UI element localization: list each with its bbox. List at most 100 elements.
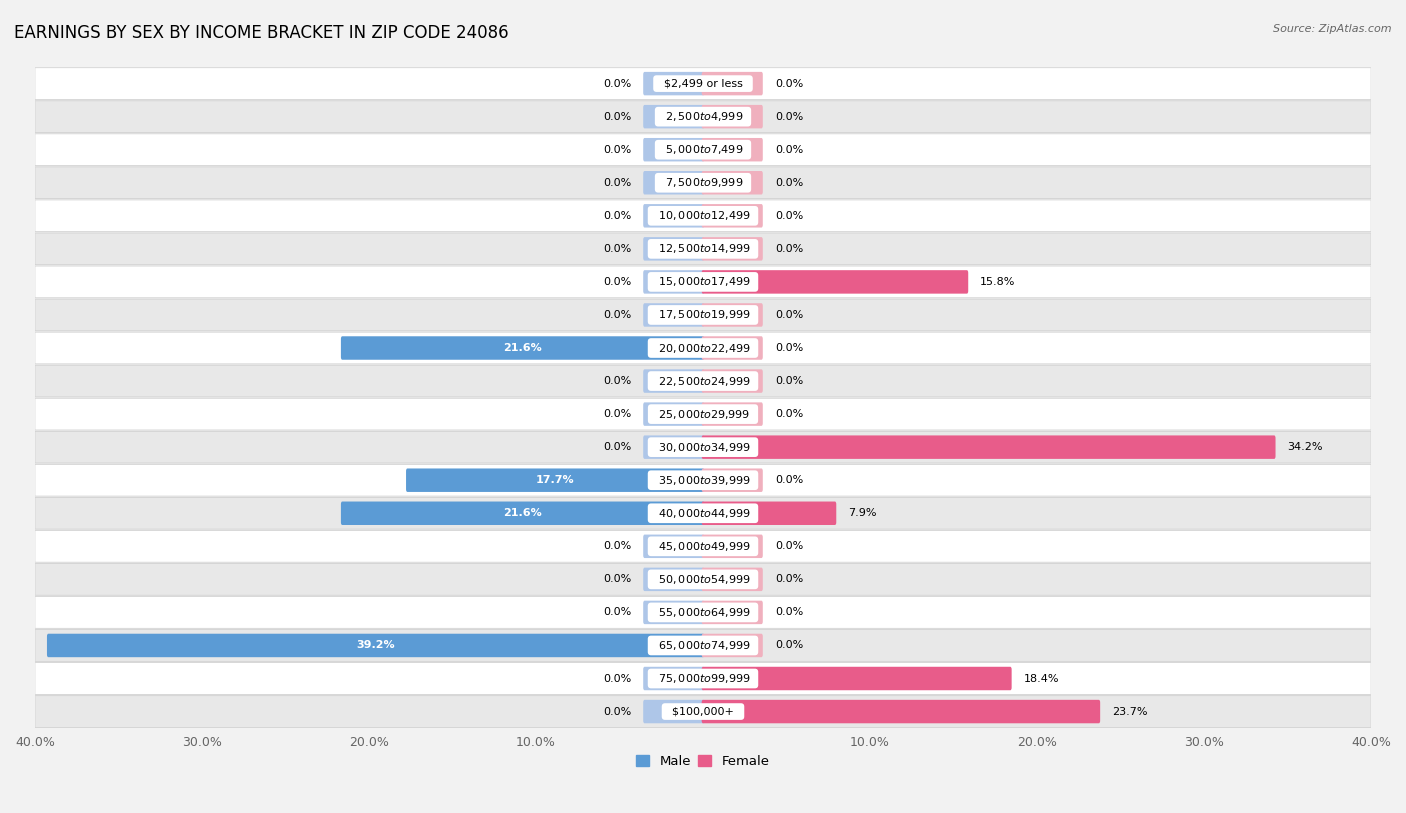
Text: $65,000 to $74,999: $65,000 to $74,999: [651, 639, 755, 652]
FancyBboxPatch shape: [35, 629, 1371, 661]
FancyBboxPatch shape: [35, 134, 1371, 166]
Text: 34.2%: 34.2%: [1288, 442, 1323, 452]
Text: $20,000 to $22,499: $20,000 to $22,499: [651, 341, 755, 354]
FancyBboxPatch shape: [702, 402, 763, 426]
Text: $35,000 to $39,999: $35,000 to $39,999: [651, 474, 755, 487]
FancyBboxPatch shape: [702, 369, 763, 393]
Text: 0.0%: 0.0%: [775, 244, 803, 254]
FancyBboxPatch shape: [35, 233, 1371, 265]
Legend: Male, Female: Male, Female: [636, 755, 770, 768]
FancyBboxPatch shape: [35, 101, 1371, 133]
FancyBboxPatch shape: [35, 299, 1371, 331]
Text: $50,000 to $54,999: $50,000 to $54,999: [651, 573, 755, 586]
FancyBboxPatch shape: [702, 502, 837, 525]
Text: $17,500 to $19,999: $17,500 to $19,999: [651, 308, 755, 321]
Text: 0.0%: 0.0%: [775, 476, 803, 485]
Text: EARNINGS BY SEX BY INCOME BRACKET IN ZIP CODE 24086: EARNINGS BY SEX BY INCOME BRACKET IN ZIP…: [14, 24, 509, 42]
Text: 0.0%: 0.0%: [603, 277, 631, 287]
FancyBboxPatch shape: [643, 667, 704, 690]
Text: 0.0%: 0.0%: [603, 244, 631, 254]
FancyBboxPatch shape: [35, 563, 1371, 595]
Text: 0.0%: 0.0%: [603, 111, 631, 122]
Text: 0.0%: 0.0%: [603, 178, 631, 188]
Text: 0.0%: 0.0%: [775, 211, 803, 221]
Text: 0.0%: 0.0%: [775, 607, 803, 617]
FancyBboxPatch shape: [643, 369, 704, 393]
FancyBboxPatch shape: [340, 337, 704, 359]
FancyBboxPatch shape: [35, 167, 1371, 198]
Text: 0.0%: 0.0%: [775, 574, 803, 585]
FancyBboxPatch shape: [702, 700, 1099, 724]
Text: 0.0%: 0.0%: [603, 673, 631, 684]
FancyBboxPatch shape: [35, 333, 1371, 364]
Text: $15,000 to $17,499: $15,000 to $17,499: [651, 276, 755, 289]
FancyBboxPatch shape: [702, 303, 763, 327]
Text: 0.0%: 0.0%: [775, 178, 803, 188]
Text: 0.0%: 0.0%: [603, 211, 631, 221]
Text: 0.0%: 0.0%: [603, 145, 631, 154]
Text: 15.8%: 15.8%: [980, 277, 1015, 287]
FancyBboxPatch shape: [340, 502, 704, 525]
FancyBboxPatch shape: [702, 237, 763, 261]
Text: 18.4%: 18.4%: [1024, 673, 1059, 684]
Text: 0.0%: 0.0%: [603, 409, 631, 420]
FancyBboxPatch shape: [35, 200, 1371, 232]
Text: 0.0%: 0.0%: [775, 310, 803, 320]
Text: Source: ZipAtlas.com: Source: ZipAtlas.com: [1274, 24, 1392, 34]
Text: $30,000 to $34,999: $30,000 to $34,999: [651, 441, 755, 454]
FancyBboxPatch shape: [643, 303, 704, 327]
Text: $12,500 to $14,999: $12,500 to $14,999: [651, 242, 755, 255]
FancyBboxPatch shape: [35, 498, 1371, 529]
FancyBboxPatch shape: [702, 601, 763, 624]
FancyBboxPatch shape: [702, 667, 1012, 690]
FancyBboxPatch shape: [35, 530, 1371, 562]
Text: $45,000 to $49,999: $45,000 to $49,999: [651, 540, 755, 553]
FancyBboxPatch shape: [643, 237, 704, 261]
FancyBboxPatch shape: [702, 567, 763, 591]
FancyBboxPatch shape: [406, 468, 704, 492]
FancyBboxPatch shape: [702, 337, 763, 359]
FancyBboxPatch shape: [643, 700, 704, 724]
FancyBboxPatch shape: [35, 464, 1371, 496]
Text: $5,000 to $7,499: $5,000 to $7,499: [658, 143, 748, 156]
Text: 0.0%: 0.0%: [603, 442, 631, 452]
FancyBboxPatch shape: [702, 105, 763, 128]
Text: 0.0%: 0.0%: [775, 343, 803, 353]
Text: $25,000 to $29,999: $25,000 to $29,999: [651, 407, 755, 420]
FancyBboxPatch shape: [702, 204, 763, 228]
FancyBboxPatch shape: [702, 270, 969, 293]
Text: 7.9%: 7.9%: [848, 508, 877, 518]
FancyBboxPatch shape: [643, 171, 704, 194]
Text: $10,000 to $12,499: $10,000 to $12,499: [651, 209, 755, 222]
FancyBboxPatch shape: [643, 72, 704, 95]
FancyBboxPatch shape: [643, 436, 704, 459]
FancyBboxPatch shape: [35, 431, 1371, 463]
FancyBboxPatch shape: [643, 204, 704, 228]
Text: $100,000+: $100,000+: [665, 706, 741, 716]
Text: 0.0%: 0.0%: [603, 376, 631, 386]
FancyBboxPatch shape: [643, 270, 704, 293]
Text: $75,000 to $99,999: $75,000 to $99,999: [651, 672, 755, 685]
Text: 0.0%: 0.0%: [603, 706, 631, 716]
FancyBboxPatch shape: [35, 398, 1371, 430]
Text: 0.0%: 0.0%: [775, 111, 803, 122]
Text: $55,000 to $64,999: $55,000 to $64,999: [651, 606, 755, 619]
Text: 0.0%: 0.0%: [603, 541, 631, 551]
Text: 0.0%: 0.0%: [603, 574, 631, 585]
Text: 0.0%: 0.0%: [775, 541, 803, 551]
Text: 0.0%: 0.0%: [603, 607, 631, 617]
FancyBboxPatch shape: [35, 67, 1371, 99]
Text: 0.0%: 0.0%: [603, 310, 631, 320]
Text: 0.0%: 0.0%: [775, 641, 803, 650]
FancyBboxPatch shape: [702, 436, 1275, 459]
FancyBboxPatch shape: [643, 601, 704, 624]
Text: 0.0%: 0.0%: [775, 409, 803, 420]
FancyBboxPatch shape: [643, 535, 704, 558]
Text: 0.0%: 0.0%: [775, 79, 803, 89]
Text: $2,500 to $4,999: $2,500 to $4,999: [658, 110, 748, 123]
FancyBboxPatch shape: [643, 402, 704, 426]
FancyBboxPatch shape: [35, 597, 1371, 628]
FancyBboxPatch shape: [643, 138, 704, 162]
FancyBboxPatch shape: [46, 633, 704, 657]
FancyBboxPatch shape: [643, 567, 704, 591]
